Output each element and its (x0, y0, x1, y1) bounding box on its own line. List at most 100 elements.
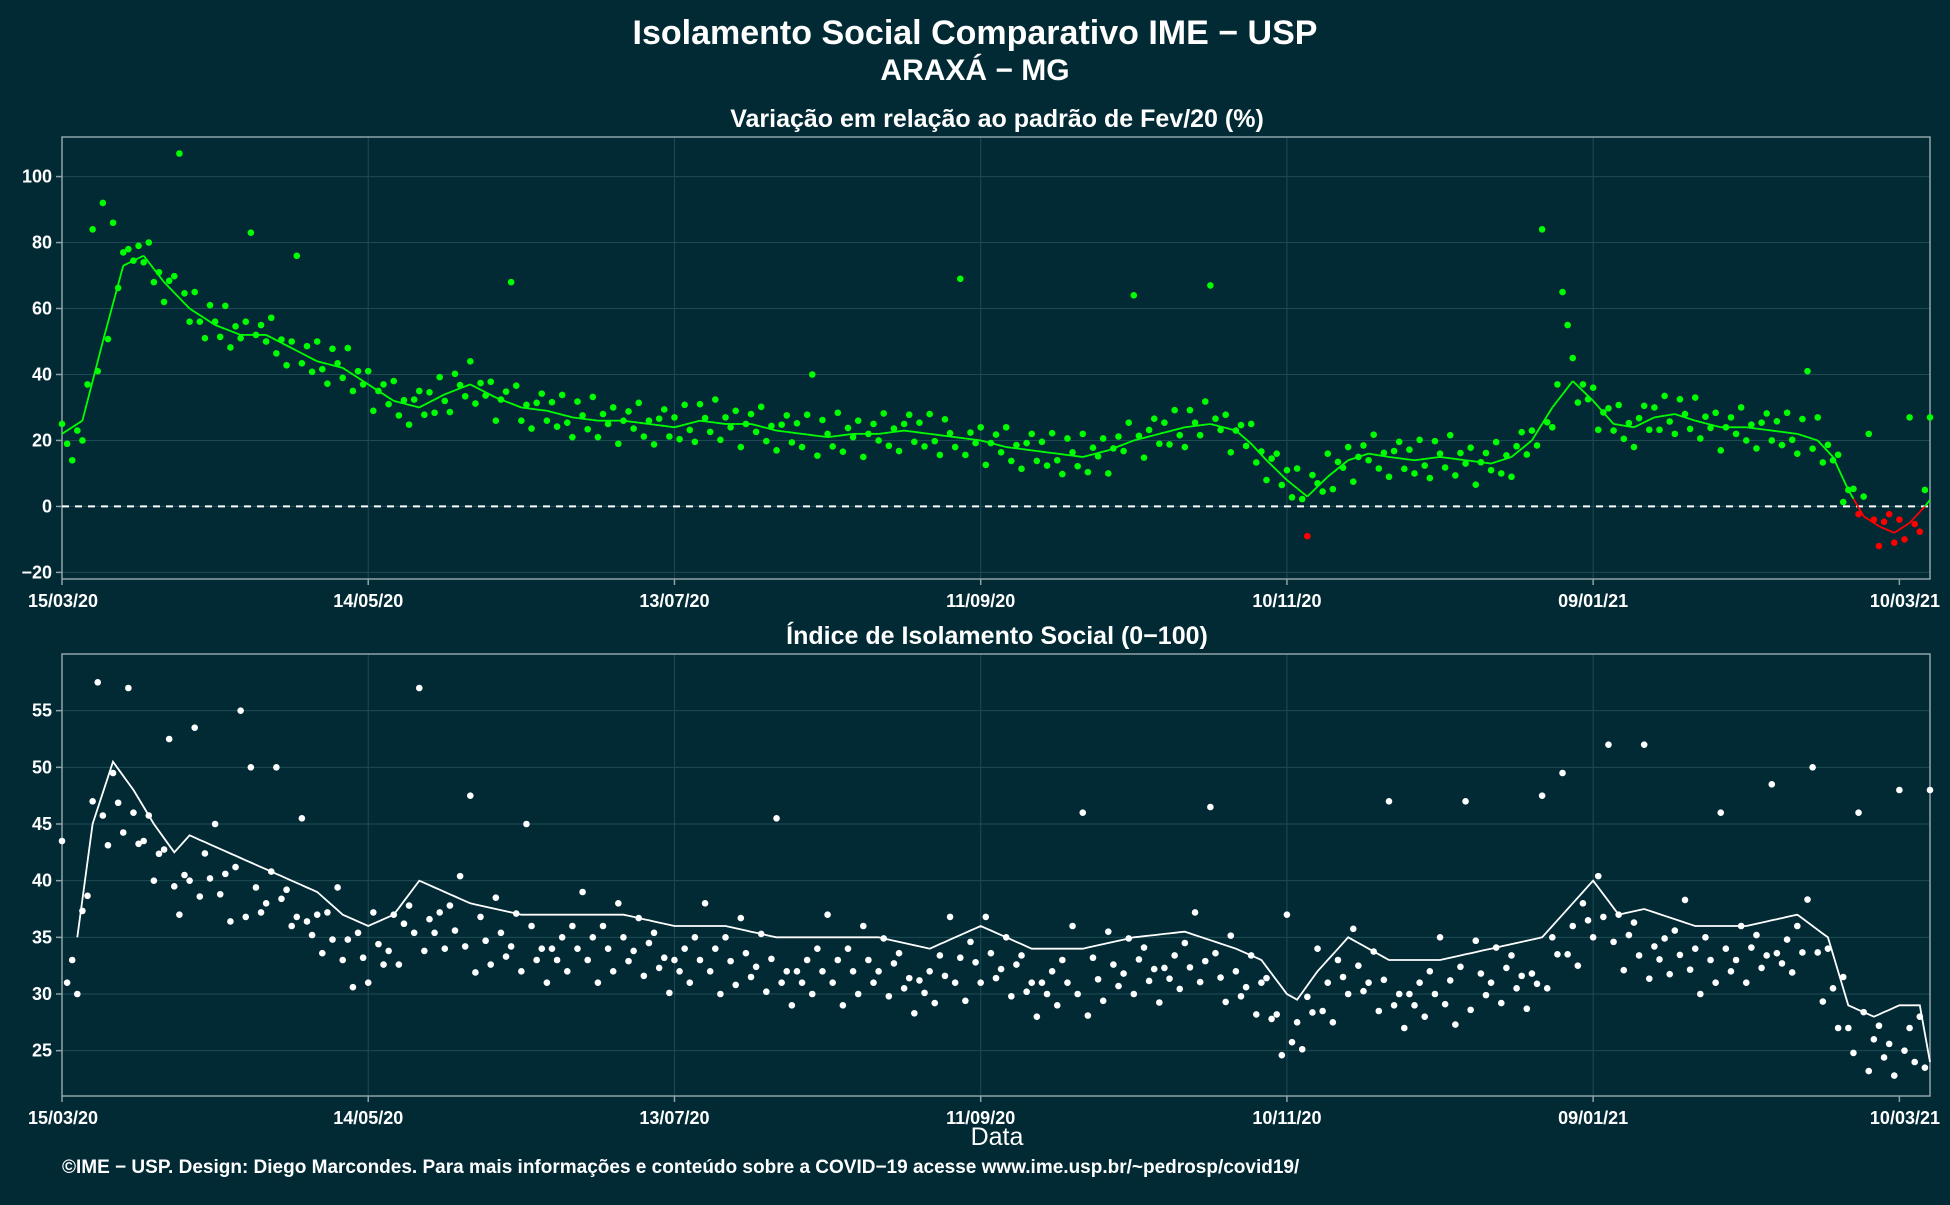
data-point (1676, 951, 1684, 959)
data-point (1140, 454, 1148, 461)
data-point (405, 902, 413, 909)
data-point (860, 453, 867, 461)
rolling-mean-segment (949, 435, 956, 439)
rolling-mean-segment (1531, 431, 1538, 441)
rolling-mean-segment (888, 430, 895, 434)
data-point (359, 381, 367, 388)
data-point (1452, 1021, 1459, 1028)
y-tick-label: 20 (32, 430, 52, 450)
data-point (472, 400, 479, 407)
data-point (1145, 977, 1153, 985)
data-point (252, 884, 260, 891)
data-point (1263, 974, 1270, 982)
rolling-mean-segment (694, 419, 701, 423)
data-point (1574, 399, 1582, 406)
data-point (885, 442, 893, 450)
data-point (808, 990, 816, 998)
data-point (130, 809, 137, 816)
data-point (216, 333, 224, 341)
data-point (1084, 468, 1092, 476)
rolling-mean-segment (515, 404, 522, 409)
rolling-mean-segment (183, 302, 191, 310)
data-point (1554, 381, 1561, 388)
rolling-mean-segment (434, 396, 441, 401)
data-point (1819, 459, 1827, 466)
data-point (1288, 1038, 1296, 1046)
data-point (1589, 384, 1597, 391)
data-point (671, 414, 678, 421)
rolling-mean-segment (1006, 446, 1012, 449)
rolling-mean-segment (827, 435, 833, 439)
data-point (1554, 951, 1561, 958)
data-point (145, 812, 153, 819)
rolling-mean-segment (970, 438, 976, 441)
data-point (1043, 462, 1051, 469)
data-point (150, 278, 158, 286)
rolling-mean-segment (1393, 456, 1400, 460)
data-point (900, 420, 908, 428)
data-point (916, 977, 923, 984)
data-point (1615, 911, 1622, 918)
data-point (68, 956, 76, 964)
data-point-outlier (467, 792, 474, 799)
data-point (1171, 406, 1178, 414)
rolling-mean-segment (822, 435, 828, 439)
rolling-mean-segment (812, 434, 818, 437)
x-tick-label: 10/03/21 (1870, 591, 1940, 611)
data-point (819, 968, 826, 975)
data-point (1232, 427, 1240, 434)
data-point (451, 927, 459, 934)
rolling-mean-segment (995, 443, 1002, 447)
rolling-mean-segment (1700, 421, 1706, 425)
data-point (206, 875, 214, 882)
rolling-mean-segment (521, 406, 527, 410)
data-point (1110, 445, 1117, 452)
data-point (951, 443, 959, 451)
data-point (472, 969, 479, 976)
data-point (1702, 934, 1709, 941)
data-point (1436, 934, 1444, 941)
data-point (926, 410, 933, 418)
data-point (1594, 426, 1602, 434)
data-point (1651, 943, 1658, 950)
rolling-mean-segment (965, 437, 971, 441)
data-point (308, 931, 316, 939)
data-point (594, 979, 602, 986)
data-point (1758, 964, 1765, 972)
data-point (1666, 970, 1674, 978)
data-point (783, 412, 791, 419)
data-point (1748, 944, 1755, 951)
data-point (1783, 409, 1791, 417)
data-point (395, 961, 403, 968)
data-point (1543, 419, 1551, 426)
data-point (1773, 949, 1781, 957)
data-point (1850, 485, 1857, 493)
data-point (1334, 956, 1342, 964)
data-point (834, 409, 842, 417)
data-point (640, 433, 648, 440)
data-point (1156, 999, 1163, 1006)
rolling-mean-segment (1495, 459, 1502, 463)
data-point (972, 958, 979, 966)
rolling-mean-segment (1607, 417, 1615, 425)
data-point (1309, 1009, 1316, 1016)
data-point (911, 1009, 918, 1017)
data-point (1513, 985, 1520, 992)
data-point (512, 382, 520, 390)
data-point (727, 423, 734, 431)
rolling-mean-segment (561, 413, 568, 417)
data-point (742, 949, 750, 957)
rolling-mean-segment (1383, 455, 1390, 458)
data-point (788, 1002, 796, 1009)
rolling-mean-segment (148, 261, 155, 270)
data-point (1645, 426, 1653, 434)
data-point (620, 417, 627, 424)
data-point (839, 1002, 847, 1009)
data-point (548, 945, 556, 952)
rolling-mean-segment (531, 407, 537, 411)
rolling-mean-segment (1516, 448, 1523, 454)
data-point (757, 403, 765, 411)
data-point (273, 350, 280, 357)
rolling-mean-segment (510, 402, 517, 407)
